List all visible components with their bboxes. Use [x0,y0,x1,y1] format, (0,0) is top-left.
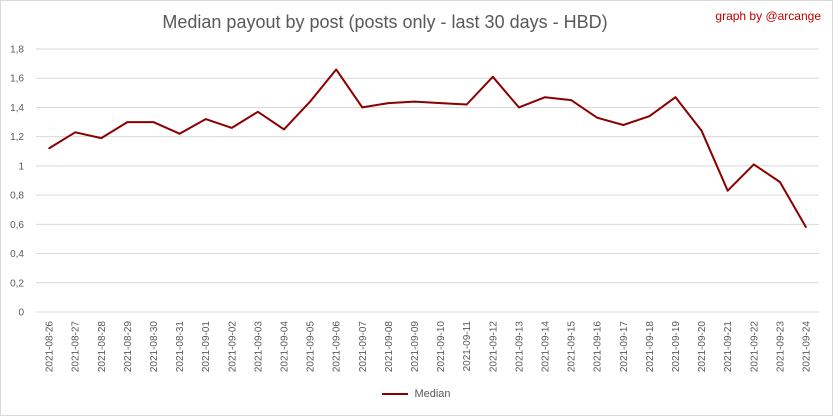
data-point [518,106,520,109]
x-tick-label: 2021-09-20 [697,321,708,373]
data-point [570,99,572,101]
data-point [126,121,129,123]
credit-label: graph by @arcange [715,9,821,23]
data-point [335,68,337,71]
data-point [361,106,364,109]
data-point [413,100,416,103]
data-point [648,115,651,118]
x-tick-label: 2021-08-27 [71,321,82,373]
x-tick-label: 2021-09-08 [384,321,395,373]
data-point [491,75,494,78]
data-point [387,102,390,104]
x-tick-label: 2021-09-12 [488,321,499,373]
data-point [752,163,755,166]
data-point [48,147,50,150]
data-point [309,100,311,103]
x-tick-label: 2021-09-18 [645,321,656,373]
data-point [204,118,207,120]
data-point [622,124,625,126]
data-point [779,181,781,183]
legend: Median [0,388,833,400]
x-axis-tick-labels: 2021-08-26 2021-08-27 2021-08-28 2021-08-29… [45,321,813,373]
x-tick-label: 2021-09-16 [593,321,604,373]
y-axis-tick-labels: 0 0,2 0,4 0,6 0,8 1 1,2 1,4 1,6 1,8 [10,45,24,319]
y-tick-label: 1,2 [10,132,24,143]
x-tick-label: 2021-09-01 [201,321,212,373]
data-point [257,111,259,113]
data-point [100,137,103,139]
x-tick-label: 2021-09-21 [723,321,734,373]
data-point [178,132,181,135]
x-tick-label: 2021-09-15 [567,321,578,373]
x-tick-label: 2021-09-09 [410,321,421,373]
y-tick-label: 0 [18,308,24,319]
data-point [283,128,285,131]
x-tick-label: 2021-09-07 [358,321,369,373]
y-tick-label: 0,2 [10,278,24,289]
y-tick-label: 0,6 [10,220,24,231]
grid-lines [36,48,819,313]
y-tick-label: 0,8 [10,191,24,202]
x-tick-label: 2021-09-11 [462,321,473,372]
y-tick-label: 1,8 [10,45,24,56]
x-tick-label: 2021-08-30 [149,321,160,373]
x-tick-label: 2021-09-14 [540,321,551,373]
data-point [596,116,598,119]
x-tick-label: 2021-08-29 [123,321,134,373]
x-tick-label: 2021-09-05 [306,321,317,373]
y-tick-label: 1,4 [10,103,24,114]
y-tick-label: 1,6 [10,74,24,85]
data-point [674,96,677,99]
legend-label: Median [414,388,451,400]
x-tick-label: 2021-09-03 [253,321,264,373]
x-tick-label: 2021-09-22 [749,321,760,373]
data-point [544,96,546,99]
y-tick-label: 1 [18,161,24,172]
chart-title: Median payout by post (posts only - last… [162,12,608,32]
x-tick-label: 2021-09-23 [775,321,786,373]
data-point [74,131,76,134]
y-tick-label: 0,4 [10,249,24,260]
x-tick-label: 2021-09-13 [514,321,525,373]
legend-swatch [382,393,409,396]
x-tick-label: 2021-09-04 [279,321,290,373]
x-tick-label: 2021-09-24 [801,321,812,373]
x-tick-label: 2021-09-10 [436,321,447,373]
series-layer [48,68,807,229]
data-point [726,189,729,192]
data-point [700,130,703,132]
data-point [439,102,442,104]
data-point [230,127,233,129]
x-tick-label: 2021-08-31 [175,321,186,373]
x-tick-label: 2021-08-26 [45,321,56,373]
data-point [152,121,155,123]
x-tick-label: 2021-09-02 [227,321,238,373]
x-tick-label: 2021-08-28 [97,321,108,373]
x-tick-label: 2021-09-19 [671,321,682,373]
x-tick-label: 2021-09-17 [619,321,630,373]
data-point [805,226,807,229]
x-tick-label: 2021-09-06 [332,321,343,373]
series-line-median [48,68,807,228]
data-point [465,103,468,106]
